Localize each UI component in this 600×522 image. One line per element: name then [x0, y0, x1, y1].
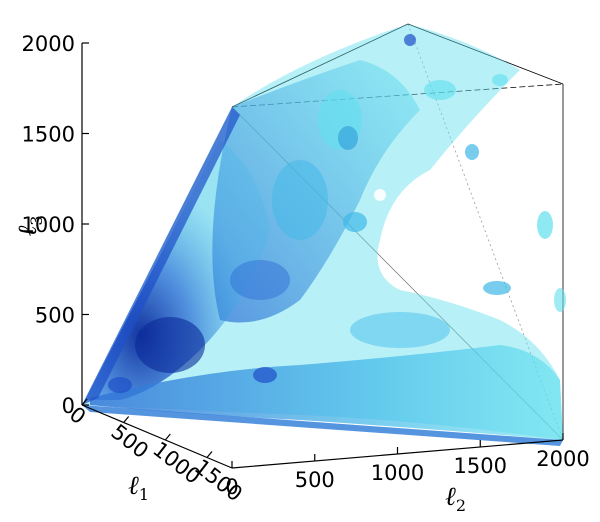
deep-core — [85, 140, 270, 400]
isosurface-volume — [82, 24, 566, 446]
frame-edge-back-right — [407, 23, 564, 85]
blob — [483, 281, 511, 295]
blob — [554, 288, 566, 312]
l3-tick-label: 500 — [35, 304, 75, 328]
l1-tick-mark — [164, 433, 171, 441]
l1-axis-label: ℓ1 — [128, 471, 149, 504]
frame-edge-face-diag — [407, 23, 564, 441]
l3-axis-label: ℓ3 — [13, 215, 46, 236]
l2-axis-label: ℓ2 — [445, 482, 466, 515]
frame-edge-back-top — [231, 23, 409, 108]
blob — [374, 189, 386, 201]
blob — [108, 377, 132, 393]
l2-tick-label: 1000 — [371, 461, 424, 485]
blob — [338, 126, 358, 150]
l3-tick-label: 2000 — [22, 32, 75, 56]
l2-tick-label: 2000 — [536, 447, 589, 471]
blob — [404, 34, 416, 46]
blob — [272, 160, 328, 240]
l2-tick-label: 500 — [295, 468, 335, 492]
blob — [424, 80, 456, 100]
blue-edge-left — [82, 107, 240, 405]
blob — [492, 74, 508, 86]
l1-tick-mark — [81, 398, 88, 406]
l2-tick-label: 1500 — [454, 454, 507, 478]
blob — [135, 317, 205, 373]
l1-tick-mark — [206, 451, 213, 458]
blob — [465, 144, 479, 160]
blob — [537, 211, 553, 239]
l1-tick-mark — [123, 416, 130, 423]
l3-tick-label: 1500 — [22, 123, 75, 147]
floor-band — [90, 345, 563, 440]
l2-ticks: 0 500 1000 1500 2000 — [225, 433, 590, 499]
blob — [350, 312, 450, 348]
l3-tick-label: 1000 — [22, 213, 75, 237]
blob — [343, 212, 367, 232]
l1-tick-label: 500 — [107, 420, 153, 464]
l3-tick-label: 0 — [62, 394, 75, 418]
l3-ticks: 0 500 1000 1500 2000 — [22, 32, 89, 418]
blue-edge-bottom — [82, 405, 563, 446]
blob — [253, 367, 277, 383]
l2-tick-label: 0 — [225, 475, 238, 499]
blob — [230, 260, 290, 300]
